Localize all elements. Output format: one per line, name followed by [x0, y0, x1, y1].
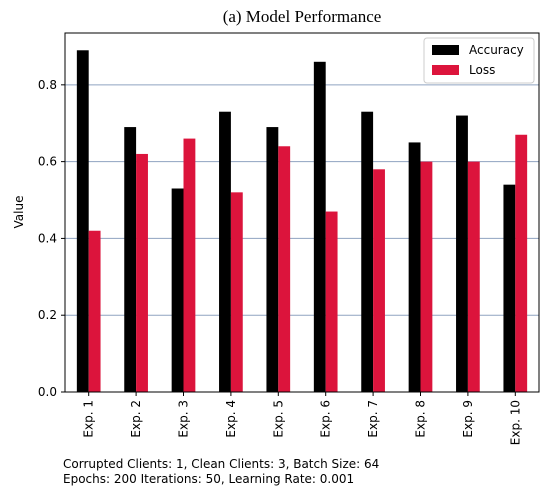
bar [171, 188, 184, 392]
x-tick-label: Exp. 8 [414, 400, 428, 438]
x-tick-label: Exp. 10 [508, 400, 522, 445]
bar [467, 161, 480, 392]
legend-swatch [432, 45, 459, 55]
bar [408, 142, 421, 392]
legend-label: Loss [469, 63, 495, 77]
bar [266, 127, 279, 392]
x-tick-label: Exp. 6 [319, 400, 333, 438]
legend-label: Accuracy [469, 43, 524, 57]
x-tick-label: Exp. 5 [271, 400, 285, 438]
x-tick-label: Exp. 3 [177, 400, 191, 438]
bar [456, 115, 468, 392]
bar [361, 111, 374, 392]
x-tick-label: Exp. 4 [224, 400, 238, 438]
bar [278, 146, 291, 392]
legend-swatch [432, 65, 459, 75]
bar [136, 153, 148, 392]
bar [124, 127, 137, 392]
chart-title: (a) Model Performance [223, 7, 382, 26]
annotation: Epochs: 200 Iterations: 50, Learning Rat… [63, 472, 354, 486]
annotation: Corrupted Clients: 1, Clean Clients: 3, … [63, 457, 379, 471]
y-tick-label: 0.2 [38, 308, 57, 322]
x-tick-label: Exp. 9 [461, 400, 475, 438]
x-tick-label: Exp. 7 [366, 400, 380, 438]
bar [373, 169, 385, 392]
x-tick-label: Exp. 1 [82, 400, 96, 438]
bar [503, 184, 516, 392]
bar [313, 61, 326, 393]
bar [420, 161, 433, 392]
x-tick-label: Exp. 2 [129, 400, 143, 438]
plot-frame [64, 32, 540, 393]
bar [88, 230, 101, 392]
y-tick-label: 0.4 [38, 231, 57, 245]
y-tick-label: 0.8 [38, 78, 57, 92]
bar [325, 211, 338, 392]
bar [515, 134, 528, 392]
bar [76, 50, 89, 392]
y-axis-label: Value [12, 196, 26, 229]
bar [230, 192, 243, 392]
bar [219, 111, 231, 392]
y-tick-label: 0.6 [38, 155, 57, 169]
bar [183, 138, 196, 392]
y-tick-label: 0.0 [38, 385, 57, 399]
